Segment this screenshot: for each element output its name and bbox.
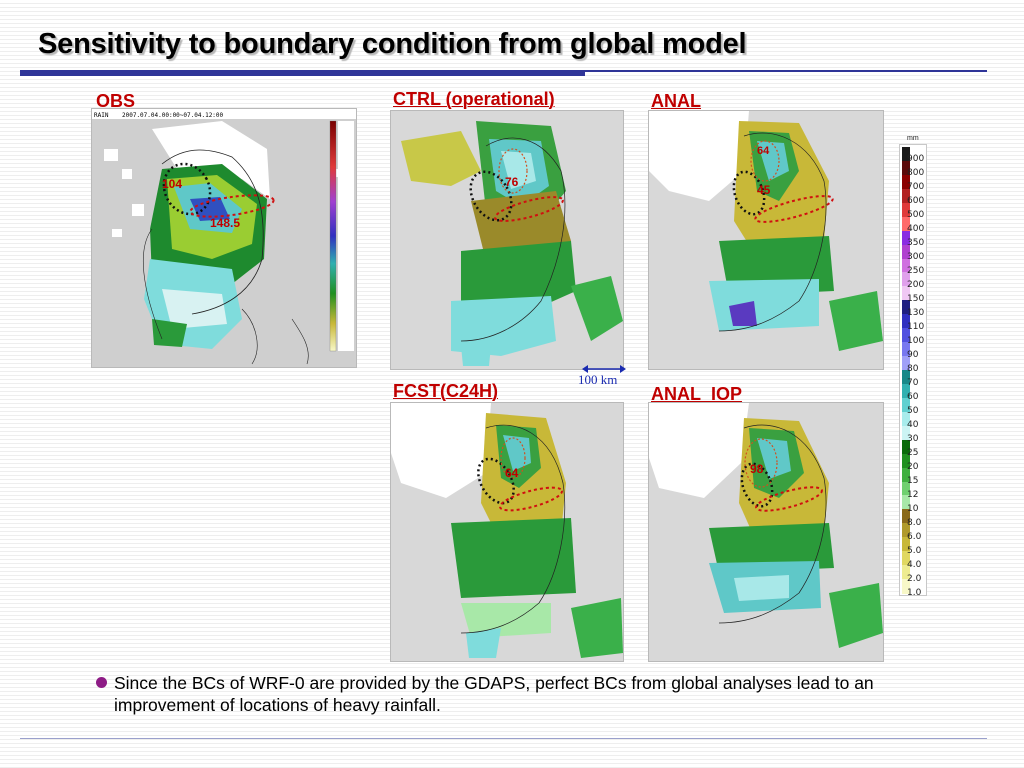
panel-label-anal: ANAL xyxy=(651,91,701,111)
fcst-value: 64 xyxy=(505,466,519,480)
colorbar-swatch xyxy=(902,188,910,204)
colorbar-swatch xyxy=(902,147,910,162)
footer-rule xyxy=(20,738,987,739)
colorbar-tick-label: 15 xyxy=(907,476,919,486)
colorbar-swatch xyxy=(902,453,910,469)
colorbar-swatch xyxy=(902,258,910,273)
bullet-text: Since the BCs of WRF-0 are provided by t… xyxy=(114,673,874,715)
map-fcst: 64 xyxy=(390,402,624,662)
colorbar-tick-label: 400 xyxy=(907,224,925,234)
map-anal: 64 45 xyxy=(648,110,884,370)
colorbar-tick-label: 100 xyxy=(907,336,925,346)
colorbar-units: mm xyxy=(907,135,919,142)
colorbar-tick-label: 1.0 xyxy=(907,588,922,598)
colorbar-swatch xyxy=(902,523,910,538)
colorbar-tick-label: 40 xyxy=(907,420,919,430)
colorbar-swatch xyxy=(902,565,910,580)
colorbar-swatch xyxy=(902,356,910,371)
colorbar-tick-label: 90 xyxy=(907,350,919,360)
colorbar-tick-label: 6.0 xyxy=(907,532,922,542)
colorbar-swatch xyxy=(902,370,910,385)
colorbar-swatch xyxy=(902,397,910,413)
colorbar-swatch xyxy=(902,230,910,246)
colorbar-swatch xyxy=(902,314,910,329)
obs-header-left: RAIN xyxy=(94,112,109,119)
colorbar-tick-label: 900 xyxy=(907,154,925,164)
colorbar-swatch xyxy=(902,495,910,510)
colorbar-tick-label: 800 xyxy=(907,168,925,178)
map-anal-iop: 98 xyxy=(648,402,884,662)
colorbar-tick-label: 60 xyxy=(907,392,919,402)
colorbar-tick-label: 200 xyxy=(907,280,925,290)
colorbar-tick-label: 50 xyxy=(907,406,919,416)
anal-iop-value: 98 xyxy=(750,462,764,476)
map-ctrl-svg: 76 xyxy=(391,111,623,369)
colorbar-swatch xyxy=(902,579,910,594)
colorbar-swatch xyxy=(902,411,910,427)
colorbar-tick-label: 2.0 xyxy=(907,574,922,584)
ctrl-value: 76 xyxy=(505,175,519,189)
colorbar-swatch xyxy=(902,425,910,441)
colorbar-tick-label: 70 xyxy=(907,378,919,388)
colorbar-swatch xyxy=(902,202,910,218)
map-obs: RAIN 2007.07.04.00:00~07.04.12:00 xyxy=(91,108,357,368)
anal-value-1: 64 xyxy=(757,145,770,157)
obs-header-time: 2007.07.04.00:00~07.04.12:00 xyxy=(122,112,224,119)
colorbar-tick-label: 5.0 xyxy=(907,546,922,556)
colorbar-tick-label: 700 xyxy=(907,182,925,192)
colorbar-tick-label: 250 xyxy=(907,266,925,276)
colorbar-swatch xyxy=(902,272,910,287)
colorbar-swatch xyxy=(902,439,910,455)
colorbar-tick-label: 12 xyxy=(907,490,919,500)
colorbar-tick-label: 4.0 xyxy=(907,560,922,570)
colorbar-swatch xyxy=(902,509,910,524)
title-rule-thin xyxy=(585,70,987,72)
colorbar-swatch xyxy=(902,328,910,343)
map-ctrl: 76 xyxy=(390,110,624,370)
colorbar xyxy=(899,144,927,596)
title-rule-thick xyxy=(20,70,585,76)
colorbar-swatches xyxy=(902,147,910,594)
map-fcst-svg: 64 xyxy=(391,403,623,661)
panel-label-anal-iop: ANAL_IOP xyxy=(651,384,743,404)
obs-value-1: 104 xyxy=(162,177,182,191)
colorbar-swatch xyxy=(902,160,910,176)
anal-value-2: 45 xyxy=(757,183,771,197)
colorbar-swatch xyxy=(902,481,910,496)
colorbar-swatch xyxy=(902,174,910,190)
panel-label-obs: OBS xyxy=(96,91,136,111)
colorbar-swatch xyxy=(902,286,910,301)
colorbar-tick-label: 25 xyxy=(907,448,919,458)
colorbar-tick-label: 10 xyxy=(907,504,919,514)
slide-title: Sensitivity to boundary condition from g… xyxy=(38,28,747,60)
colorbar-swatch xyxy=(902,383,910,399)
colorbar-swatch xyxy=(902,300,910,315)
colorbar-tick-label: 110 xyxy=(907,322,925,332)
colorbar-tick-label: 350 xyxy=(907,238,925,248)
panel-label-fcst: FCST(C24H) xyxy=(393,381,499,401)
colorbar-swatch xyxy=(902,244,910,259)
scale-bar-label: 100 km xyxy=(578,372,618,387)
colorbar-tick-label: 30 xyxy=(907,434,919,444)
panel-label-ctrl: CTRL (operational) xyxy=(393,89,555,109)
map-anal-iop-svg: 98 xyxy=(649,403,883,661)
colorbar-tick-label: 80 xyxy=(907,364,919,374)
scale-arrow xyxy=(582,365,626,373)
colorbar-tick-label: 130 xyxy=(907,308,925,318)
colorbar-swatch xyxy=(902,537,910,552)
map-obs-svg: RAIN 2007.07.04.00:00~07.04.12:00 xyxy=(92,109,356,367)
colorbar-swatch xyxy=(902,467,910,482)
colorbar-tick-label: 20 xyxy=(907,462,919,472)
colorbar-tick-label: 8.0 xyxy=(907,518,922,528)
colorbar-tick-label: 150 xyxy=(907,294,925,304)
colorbar-tick-label: 600 xyxy=(907,196,925,206)
map-anal-svg: 64 45 xyxy=(649,111,883,369)
bullet-marker-icon xyxy=(96,677,107,688)
colorbar-tick-label: 500 xyxy=(907,210,925,220)
colorbar-swatch xyxy=(902,551,910,566)
obs-value-2: 148.5 xyxy=(210,216,240,230)
colorbar-tick-label: 300 xyxy=(907,252,925,262)
colorbar-swatch xyxy=(902,216,910,232)
colorbar-swatch xyxy=(902,342,910,357)
